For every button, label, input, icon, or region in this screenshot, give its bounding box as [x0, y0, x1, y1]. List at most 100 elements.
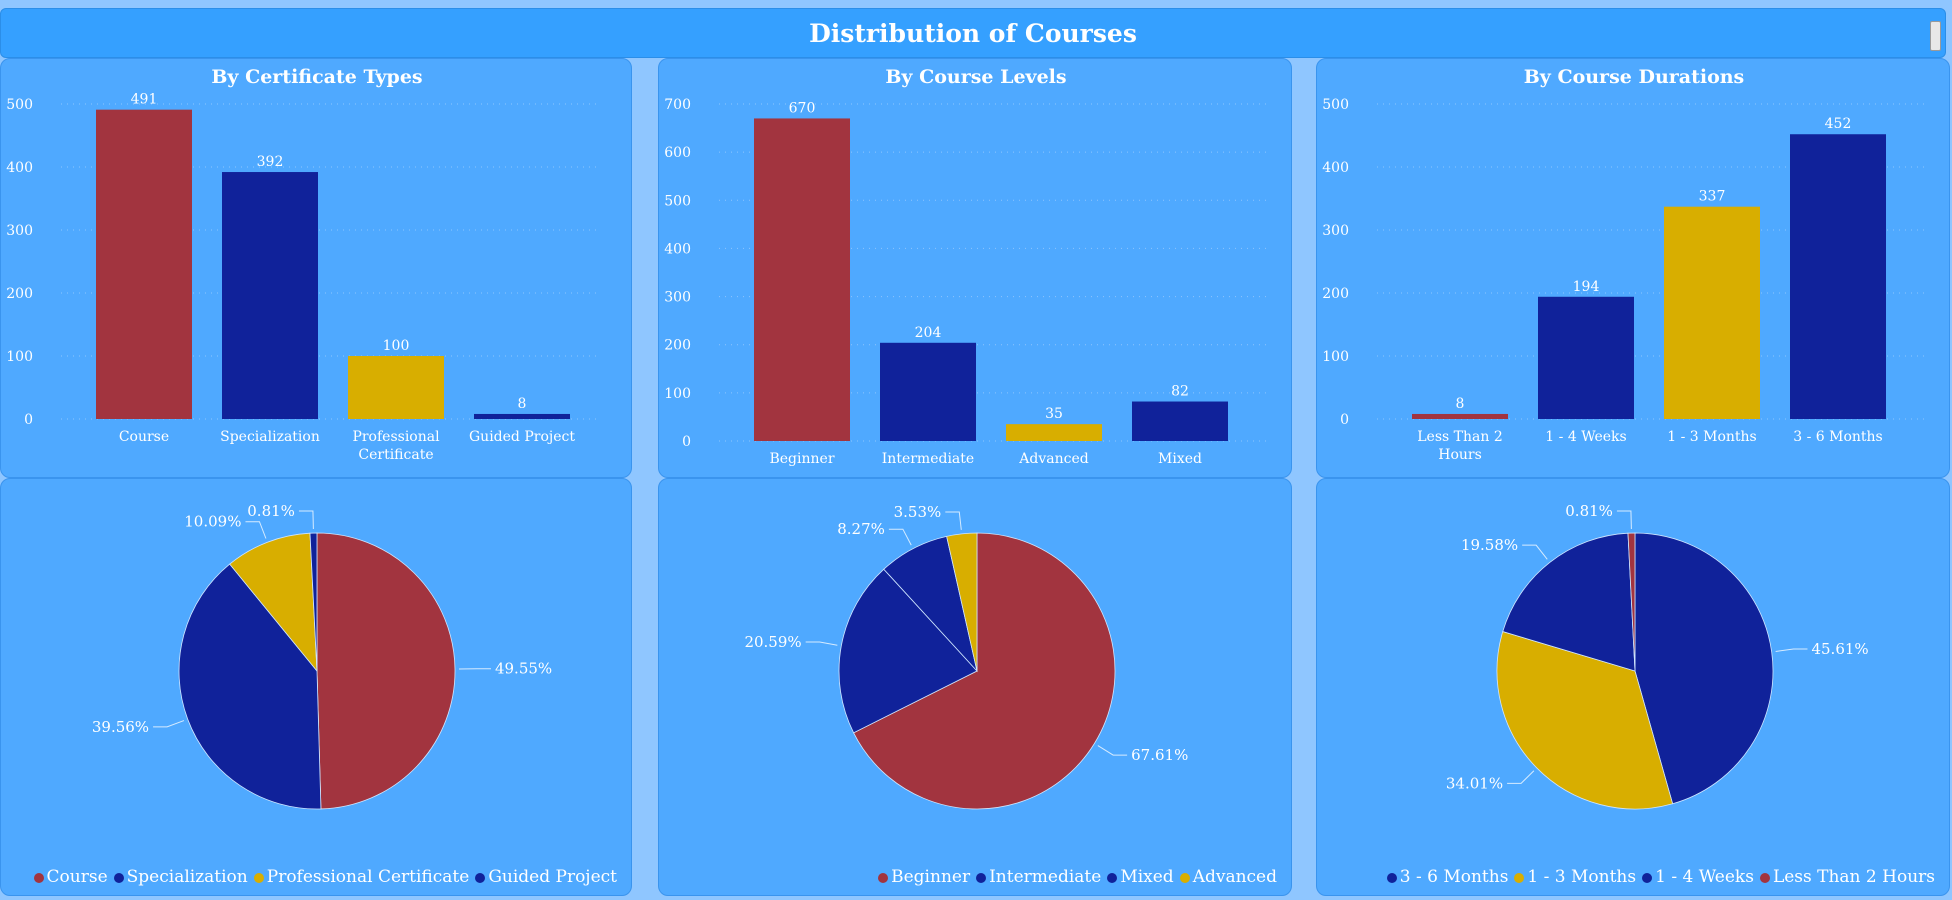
pie-slice-less-than-2-hours[interactable] [1627, 532, 1636, 672]
bar-specialization[interactable] [222, 172, 318, 419]
bar-intermediate[interactable] [880, 342, 976, 441]
legend-item-course[interactable]: Course [33, 867, 108, 887]
bar-mixed[interactable] [1132, 401, 1228, 441]
bar-chart-svg: By Course Durations 0 100 200 300 400 500 8 Less… [1322, 66, 1927, 463]
legend-item-1-3-months[interactable]: 1 - 3 Months [1514, 867, 1636, 887]
legend-swatch [1386, 872, 1397, 883]
bar-guided-project[interactable] [474, 413, 570, 419]
legend-label: Intermediate [989, 867, 1102, 887]
bar-beginner[interactable] [754, 118, 850, 441]
legend-item-mixed[interactable]: Mixed [1107, 867, 1174, 887]
chart-title: By Certificate Types [211, 66, 422, 88]
bar-panel-course-durations: By Course Durations 0 100 200 300 400 500 8 Less… [1316, 58, 1950, 478]
y-tick-label: 300 [1322, 223, 1349, 239]
bar-professional-certificate[interactable] [348, 356, 444, 419]
y-tick-label: 0 [1340, 412, 1349, 428]
pie-chart-svg: 45.61% 34.01% 19.58% 0.81% [1446, 502, 1869, 810]
pie-slice-specialization[interactable] [178, 563, 322, 810]
pie-slice-1-3-months[interactable] [1496, 631, 1674, 810]
legend-item-beginner[interactable]: Beginner [878, 867, 970, 887]
legend-item-intermediate[interactable]: Intermediate [976, 867, 1101, 887]
pie-slice-intermediate[interactable] [838, 568, 978, 734]
bar-3-6-months[interactable] [1790, 134, 1886, 419]
legend-label: Less Than 2 Hours [1772, 867, 1935, 887]
legend-label: Beginner [891, 867, 971, 887]
data-label: 491 [131, 92, 158, 108]
bar-less-than-2-hours[interactable] [1412, 413, 1508, 419]
pie-slice-guided-project[interactable] [309, 532, 318, 672]
y-tick-label: 100 [6, 349, 33, 365]
legend-label: Advanced [1192, 867, 1277, 887]
pie-panel-certificate-types: 49.55% 39.56% 10.09% 0.81% Course Specializat… [0, 478, 632, 896]
legend-item-advanced[interactable]: Advanced [1179, 867, 1277, 887]
pie-percent-label: 3.53% [894, 503, 942, 521]
legend-label: Guided Project [488, 867, 617, 887]
pie-panel-course-durations: 45.61% 34.01% 19.58% 0.81% 3 - 6 Months 1 - 3… [1316, 478, 1950, 896]
pie-slice-professional-certificate[interactable] [229, 532, 318, 673]
leader-line [298, 510, 314, 530]
data-label: 204 [915, 325, 942, 341]
legend-label: 1 - 4 Weeks [1655, 867, 1754, 887]
legend-item-professional-certificate[interactable]: Professional Certificate [253, 867, 470, 887]
pie-percent-label: 20.59% [744, 633, 801, 651]
y-tick-label: 300 [664, 290, 691, 306]
y-tick-label: 200 [1322, 286, 1349, 302]
x-tick-label: Course [119, 429, 169, 445]
pie-percent-label: 45.61% [1811, 640, 1868, 658]
leader-line [1775, 648, 1808, 652]
pie-percent-label: 67.61% [1131, 746, 1188, 764]
bar-1-3-months[interactable] [1664, 206, 1760, 419]
x-tick-label: 1 - 4 Weeks [1545, 429, 1626, 445]
pie-chart-svg: 67.61% 20.59% 8.27% 3.53% [744, 503, 1188, 810]
legend-label: 1 - 3 Months [1527, 867, 1637, 887]
bar-chart-svg: By Course Levels 0 100 200 300 400 500 600 700 67… [664, 66, 1269, 467]
x-tick-label: Beginner [769, 451, 834, 467]
data-label: 452 [1825, 116, 1852, 132]
legend-swatch [1514, 872, 1525, 883]
legend-item-3-6-months[interactable]: 3 - 6 Months [1386, 867, 1508, 887]
data-label: 100 [383, 338, 410, 354]
y-tick-label: 200 [6, 286, 33, 302]
data-label: 670 [789, 100, 816, 116]
x-tick-label: Guided Project [469, 429, 575, 445]
leader-line [153, 720, 185, 728]
bar-course[interactable] [96, 109, 192, 420]
legend-item-less-than-2-hours[interactable]: Less Than 2 Hours [1759, 867, 1935, 887]
legend-swatch [33, 872, 44, 883]
y-tick-label: 0 [24, 412, 33, 428]
leader-line [1522, 544, 1548, 560]
bar-advanced[interactable] [1006, 424, 1102, 441]
scrollbar-handle[interactable] [1930, 21, 1941, 51]
legend-item-specialization[interactable]: Specialization [113, 867, 248, 887]
legend-item-1-4-weeks[interactable]: 1 - 4 Weeks [1642, 867, 1754, 887]
legend-swatch [976, 872, 987, 883]
legend-swatch [1179, 872, 1190, 883]
pie-slice-1-4-weeks[interactable] [1502, 532, 1636, 672]
legend-item-guided-project[interactable]: Guided Project [475, 867, 617, 887]
legend-label: Professional Certificate [266, 867, 470, 887]
x-tick-label: Intermediate [882, 451, 974, 467]
pie-percent-label: 19.58% [1461, 536, 1518, 554]
x-tick-label: Advanced [1018, 451, 1088, 467]
pie-panel-course-levels: 67.61% 20.59% 8.27% 3.53% Beginner Intermedia… [658, 478, 1292, 896]
legend: Course Specialization Professional Certifi… [28, 867, 617, 887]
pie-slice-course[interactable] [316, 532, 456, 810]
y-tick-label: 100 [664, 386, 691, 402]
y-tick-label: 200 [664, 338, 691, 354]
pie-percent-label: 10.09% [184, 513, 241, 531]
leader-line [888, 528, 912, 546]
data-label: 337 [1699, 189, 1726, 205]
pie-percent-label: 34.01% [1446, 774, 1503, 792]
pie-slice-advanced[interactable] [946, 532, 978, 672]
y-tick-label: 500 [664, 193, 691, 209]
y-tick-label: 400 [664, 241, 691, 257]
bar-panel-certificate-types: By Certificate Types 0 100 200 300 400 500 491 C… [0, 58, 632, 478]
data-label: 35 [1045, 406, 1063, 422]
bar-chart-svg: By Certificate Types 0 100 200 300 400 500 491 C… [6, 66, 601, 463]
pie-slice-beginner[interactable] [853, 532, 1116, 810]
y-tick-label: 500 [1322, 97, 1349, 113]
pie-slice-3-6-months[interactable] [1634, 532, 1774, 805]
bar-1-4-weeks[interactable] [1538, 296, 1634, 419]
pie-percent-label: 49.55% [495, 660, 552, 678]
legend-label: Course [46, 867, 108, 887]
